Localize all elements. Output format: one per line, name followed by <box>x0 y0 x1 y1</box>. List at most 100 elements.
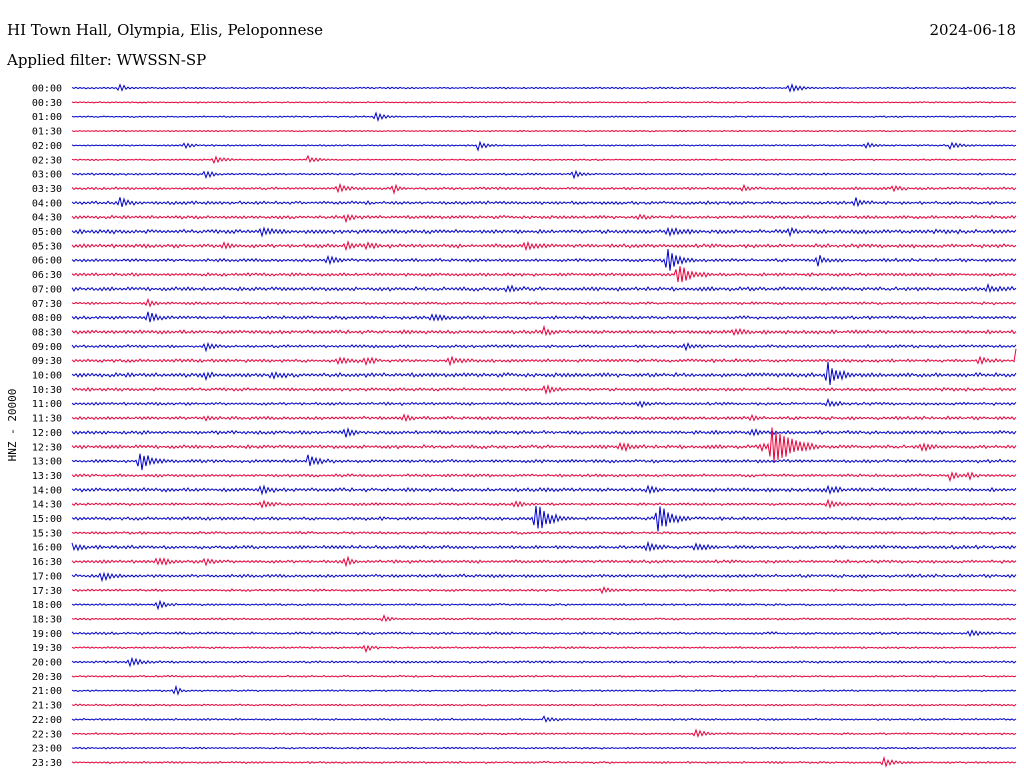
time-label: 21:30 <box>32 701 62 712</box>
time-label: 22:00 <box>32 715 62 726</box>
trace-0700 <box>71 282 1017 294</box>
time-label: 09:30 <box>32 356 62 367</box>
trace-1200 <box>71 426 1017 438</box>
time-label: 20:00 <box>32 658 62 669</box>
time-label: 00:30 <box>32 98 62 109</box>
time-label: 13:00 <box>32 457 62 468</box>
time-label: 08:00 <box>32 313 62 324</box>
trace-1630 <box>71 555 1017 568</box>
trace-0330 <box>71 182 1017 195</box>
trace-1530 <box>71 530 1017 535</box>
time-label: 01:30 <box>32 127 62 138</box>
trace-0730 <box>71 297 1017 308</box>
trace-0000 <box>71 83 1017 93</box>
time-label: 23:30 <box>32 758 62 769</box>
trace-0830 <box>71 324 1017 337</box>
time-label: 10:30 <box>32 385 62 396</box>
time-label: 04:00 <box>32 198 62 209</box>
trace-1300 <box>71 453 1017 471</box>
time-label: 17:00 <box>32 571 62 582</box>
record-date: 2024-06-18 <box>929 21 1016 39</box>
time-label: 04:30 <box>32 213 62 224</box>
time-label: 18:00 <box>32 600 62 611</box>
trace-1030 <box>71 383 1017 395</box>
time-label: 18:30 <box>32 614 62 625</box>
trace-0800 <box>71 311 1017 323</box>
trace-2000 <box>71 656 1017 668</box>
trace-1430 <box>71 498 1017 509</box>
time-label: 14:00 <box>32 485 62 496</box>
time-label: 15:00 <box>32 514 62 525</box>
trace-0430 <box>71 213 1017 224</box>
trace-0500 <box>71 226 1017 238</box>
trace-0600 <box>71 249 1017 271</box>
time-label: 05:30 <box>32 241 62 252</box>
channel-label: HNZ - 20000 <box>6 389 19 462</box>
trace-2130 <box>71 703 1017 707</box>
time-label: 16:00 <box>32 543 62 554</box>
trace-2330 <box>71 755 1017 768</box>
trace-0130 <box>71 129 1017 133</box>
time-label: 22:30 <box>32 729 62 740</box>
trace-1400 <box>71 484 1017 496</box>
station-title: HI Town Hall, Olympia, Elis, Peloponnese <box>7 21 324 39</box>
trace-1330 <box>71 470 1017 483</box>
trace-2030 <box>71 674 1017 678</box>
time-label: 06:30 <box>32 270 62 281</box>
time-label: 13:30 <box>32 471 62 482</box>
trace-1100 <box>71 397 1017 409</box>
trace-1800 <box>71 599 1017 611</box>
time-label: 05:00 <box>32 227 62 238</box>
time-label: 17:30 <box>32 586 62 597</box>
trace-1730 <box>71 586 1017 595</box>
time-label: 01:00 <box>32 112 62 123</box>
time-label: 11:00 <box>32 399 62 410</box>
applied-filter: Applied filter: WWSSN-SP <box>7 51 207 69</box>
trace-2300 <box>71 746 1017 750</box>
time-label: 15:30 <box>32 528 62 539</box>
time-label: 07:30 <box>32 299 62 310</box>
trace-rows: 00:00 00:30 01:00 01:30 02:00 02:30 03:00 03:30… <box>32 83 1017 769</box>
trace-1230 <box>71 427 1017 463</box>
time-label: 03:30 <box>32 184 62 195</box>
trace-1130 <box>71 413 1017 423</box>
time-label: 09:00 <box>32 342 62 353</box>
trace-1900 <box>71 629 1017 638</box>
time-label: 02:30 <box>32 155 62 166</box>
trace-0930 <box>71 348 1017 367</box>
trace-0530 <box>71 239 1017 252</box>
time-label: 19:30 <box>32 643 62 654</box>
time-label: 12:30 <box>32 442 62 453</box>
time-label: 23:00 <box>32 744 62 755</box>
trace-1700 <box>71 571 1017 583</box>
time-label: 19:00 <box>32 629 62 640</box>
time-label: 03:00 <box>32 170 62 181</box>
time-label: 20:30 <box>32 672 62 683</box>
trace-1930 <box>71 644 1017 654</box>
time-label: 08:30 <box>32 327 62 338</box>
time-label: 21:00 <box>32 686 62 697</box>
trace-1500 <box>71 505 1017 532</box>
trace-1830 <box>71 614 1017 623</box>
trace-1000 <box>71 361 1017 385</box>
trace-2230 <box>71 728 1017 738</box>
time-label: 14:30 <box>32 500 62 511</box>
trace-1600 <box>71 540 1017 553</box>
time-label: 02:00 <box>32 141 62 152</box>
trace-0200 <box>71 140 1017 152</box>
trace-0230 <box>71 154 1017 165</box>
trace-0630 <box>71 266 1017 283</box>
trace-0400 <box>71 197 1017 208</box>
trace-2200 <box>71 715 1017 723</box>
time-label: 10:00 <box>32 371 62 382</box>
time-label: 07:00 <box>32 284 62 295</box>
trace-0300 <box>71 169 1017 180</box>
time-label: 11:30 <box>32 414 62 425</box>
time-label: 12:00 <box>32 428 62 439</box>
time-label: 00:00 <box>32 84 62 95</box>
trace-0900 <box>71 341 1017 353</box>
trace-2100 <box>71 684 1017 696</box>
trace-0030 <box>71 101 1017 104</box>
time-label: 06:00 <box>32 256 62 267</box>
